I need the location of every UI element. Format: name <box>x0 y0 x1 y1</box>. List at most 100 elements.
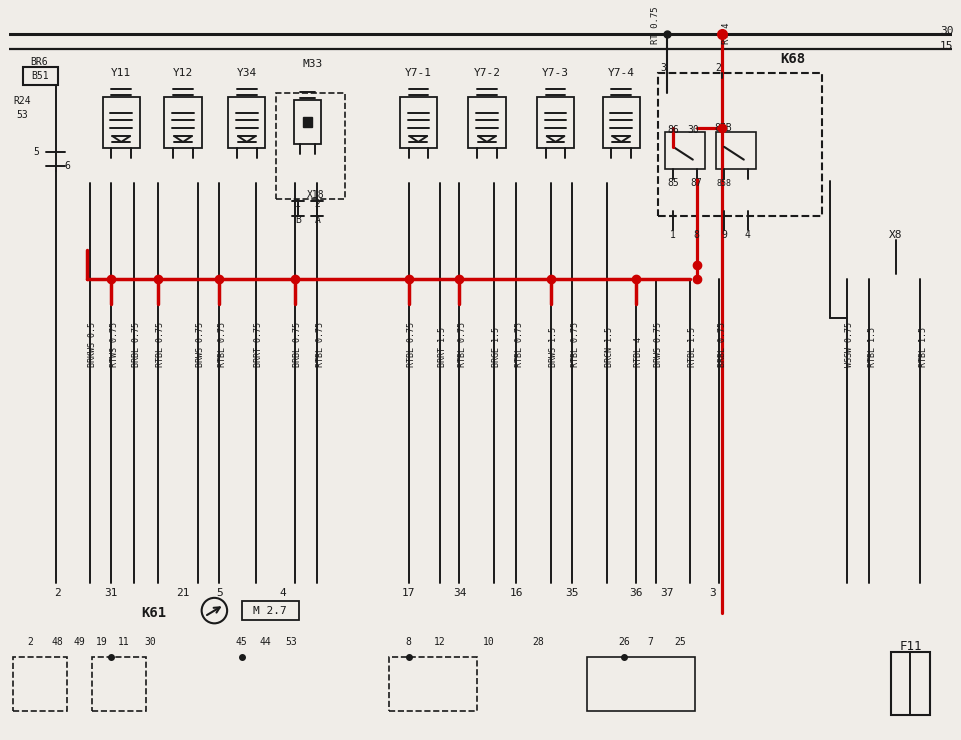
Text: 53: 53 <box>284 637 296 647</box>
Text: BRRT 1.5: BRRT 1.5 <box>438 328 447 368</box>
Text: BRWS 0.75: BRWS 0.75 <box>196 323 205 368</box>
Text: 26: 26 <box>618 637 629 647</box>
Text: 1: 1 <box>670 230 676 240</box>
Text: 3: 3 <box>708 588 715 598</box>
Text: 2: 2 <box>314 199 320 209</box>
Text: 35: 35 <box>565 588 579 598</box>
Text: RTBL 1.5: RTBL 1.5 <box>918 328 926 368</box>
Text: BRWS 0.75: BRWS 0.75 <box>653 323 662 368</box>
Text: RTBL 0.75: RTBL 0.75 <box>315 323 325 368</box>
Text: 7: 7 <box>647 637 653 647</box>
Text: RTBL 0.75: RTBL 0.75 <box>217 323 227 368</box>
Text: RTBL 1.5: RTBL 1.5 <box>688 328 697 368</box>
Text: 37: 37 <box>660 588 674 598</box>
Text: 12: 12 <box>433 637 445 647</box>
Text: B51: B51 <box>31 71 49 81</box>
Text: 6: 6 <box>64 161 70 172</box>
Text: R24: R24 <box>13 95 31 106</box>
Text: 5: 5 <box>215 588 222 598</box>
Text: A: A <box>314 215 320 226</box>
Text: Y7-2: Y7-2 <box>473 68 500 78</box>
Bar <box>586 656 694 710</box>
Text: 28: 28 <box>531 637 543 647</box>
Text: 86: 86 <box>667 125 678 135</box>
Text: RTBL 0.75: RTBL 0.75 <box>514 323 523 368</box>
Text: M 2.7: M 2.7 <box>253 605 286 616</box>
Text: 2: 2 <box>27 637 33 647</box>
Text: 34: 34 <box>453 588 466 598</box>
Bar <box>241 601 299 620</box>
Text: BRCN 1.5: BRCN 1.5 <box>604 328 613 368</box>
Text: 44: 44 <box>259 637 271 647</box>
Text: 8: 8 <box>406 637 411 647</box>
Bar <box>91 656 146 710</box>
Bar <box>23 67 58 85</box>
Text: Y11: Y11 <box>111 68 132 78</box>
Text: 8: 8 <box>693 230 699 240</box>
Text: RT 0.75: RT 0.75 <box>651 7 659 44</box>
Text: 87B: 87B <box>714 124 731 133</box>
Text: B: B <box>294 215 301 226</box>
Text: 3: 3 <box>660 64 666 73</box>
Text: BRBL 0.75: BRBL 0.75 <box>133 323 141 368</box>
Text: BRRT 0.75: BRRT 0.75 <box>254 323 262 368</box>
Bar <box>716 132 754 169</box>
Text: BRGE 1.5: BRGE 1.5 <box>492 328 501 368</box>
Text: Y34: Y34 <box>236 68 257 78</box>
Text: 53: 53 <box>16 110 28 120</box>
Text: 45: 45 <box>235 637 248 647</box>
Text: 21: 21 <box>176 588 189 598</box>
Text: K68: K68 <box>779 52 804 66</box>
Text: BRBL 0.75: BRBL 0.75 <box>293 323 302 368</box>
Text: 16: 16 <box>509 588 523 598</box>
Bar <box>293 101 321 144</box>
Text: Y7-1: Y7-1 <box>405 68 431 78</box>
Bar <box>665 132 703 169</box>
Bar <box>228 97 265 148</box>
Text: 858: 858 <box>716 178 731 188</box>
Text: X18: X18 <box>307 190 324 200</box>
Text: RTWS 0.75: RTWS 0.75 <box>110 323 119 368</box>
Bar <box>399 97 436 148</box>
Bar <box>13 656 67 710</box>
Text: BR6: BR6 <box>30 56 48 67</box>
Text: RTBL 4: RTBL 4 <box>633 337 643 368</box>
Bar <box>890 652 929 716</box>
Text: RTBL 0.75: RTBL 0.75 <box>407 323 415 368</box>
Text: 10: 10 <box>482 637 494 647</box>
Text: 5: 5 <box>33 147 38 157</box>
Text: 30: 30 <box>939 26 952 36</box>
Text: 19: 19 <box>96 637 108 647</box>
Text: 25: 25 <box>674 637 685 647</box>
Bar <box>103 97 139 148</box>
Text: 1: 1 <box>294 199 301 209</box>
Text: M33: M33 <box>302 58 322 69</box>
Text: 17: 17 <box>402 588 415 598</box>
Bar <box>164 97 202 148</box>
Text: 4: 4 <box>744 230 750 240</box>
Text: 4: 4 <box>280 588 286 598</box>
Text: K61: K61 <box>141 605 166 619</box>
Text: BRWS 1.5: BRWS 1.5 <box>549 328 557 368</box>
Text: RTBL 0.75: RTBL 0.75 <box>457 323 466 368</box>
Text: 9: 9 <box>721 230 727 240</box>
Text: 30: 30 <box>686 125 698 135</box>
Text: BRKWS 0.5: BRKWS 0.5 <box>88 323 97 368</box>
Bar <box>303 118 312 127</box>
Text: F11: F11 <box>899 640 921 653</box>
Text: 36: 36 <box>628 588 642 598</box>
Bar <box>276 93 344 199</box>
Bar <box>656 73 822 215</box>
Text: 2: 2 <box>54 588 61 598</box>
Bar <box>388 656 477 710</box>
Text: WSSW 0.75: WSSW 0.75 <box>845 323 853 368</box>
Text: Y7-3: Y7-3 <box>541 68 569 78</box>
Text: Y7-4: Y7-4 <box>607 68 634 78</box>
Text: 2: 2 <box>715 64 721 73</box>
Text: RT 4: RT 4 <box>721 22 730 44</box>
Text: 48: 48 <box>52 637 63 647</box>
Text: RTBL 0.75: RTBL 0.75 <box>570 323 579 368</box>
Text: BRBL 0.75: BRBL 0.75 <box>717 323 726 368</box>
Bar <box>536 97 574 148</box>
Text: 85: 85 <box>667 178 678 188</box>
